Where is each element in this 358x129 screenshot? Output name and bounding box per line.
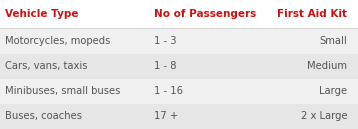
Bar	[0, 54, 358, 79]
Bar	[0, 0, 358, 28]
Text: 17 +: 17 +	[154, 111, 178, 121]
Text: Motorcycles, mopeds: Motorcycles, mopeds	[5, 36, 110, 46]
Text: 1 - 8: 1 - 8	[154, 61, 176, 71]
Text: 1 - 16: 1 - 16	[154, 86, 183, 96]
Bar	[0, 28, 358, 54]
Text: First Aid Kit: First Aid Kit	[277, 9, 347, 19]
Text: Small: Small	[319, 36, 347, 46]
Text: 1 - 3: 1 - 3	[154, 36, 176, 46]
Text: Medium: Medium	[307, 61, 347, 71]
Text: Buses, coaches: Buses, coaches	[5, 111, 82, 121]
Text: Large: Large	[319, 86, 347, 96]
Text: Minibuses, small buses: Minibuses, small buses	[5, 86, 120, 96]
Text: No of Passengers: No of Passengers	[154, 9, 256, 19]
Bar	[0, 104, 358, 129]
Bar	[0, 79, 358, 104]
Text: Cars, vans, taxis: Cars, vans, taxis	[5, 61, 87, 71]
Text: Vehicle Type: Vehicle Type	[5, 9, 78, 19]
Text: 2 x Large: 2 x Large	[301, 111, 347, 121]
